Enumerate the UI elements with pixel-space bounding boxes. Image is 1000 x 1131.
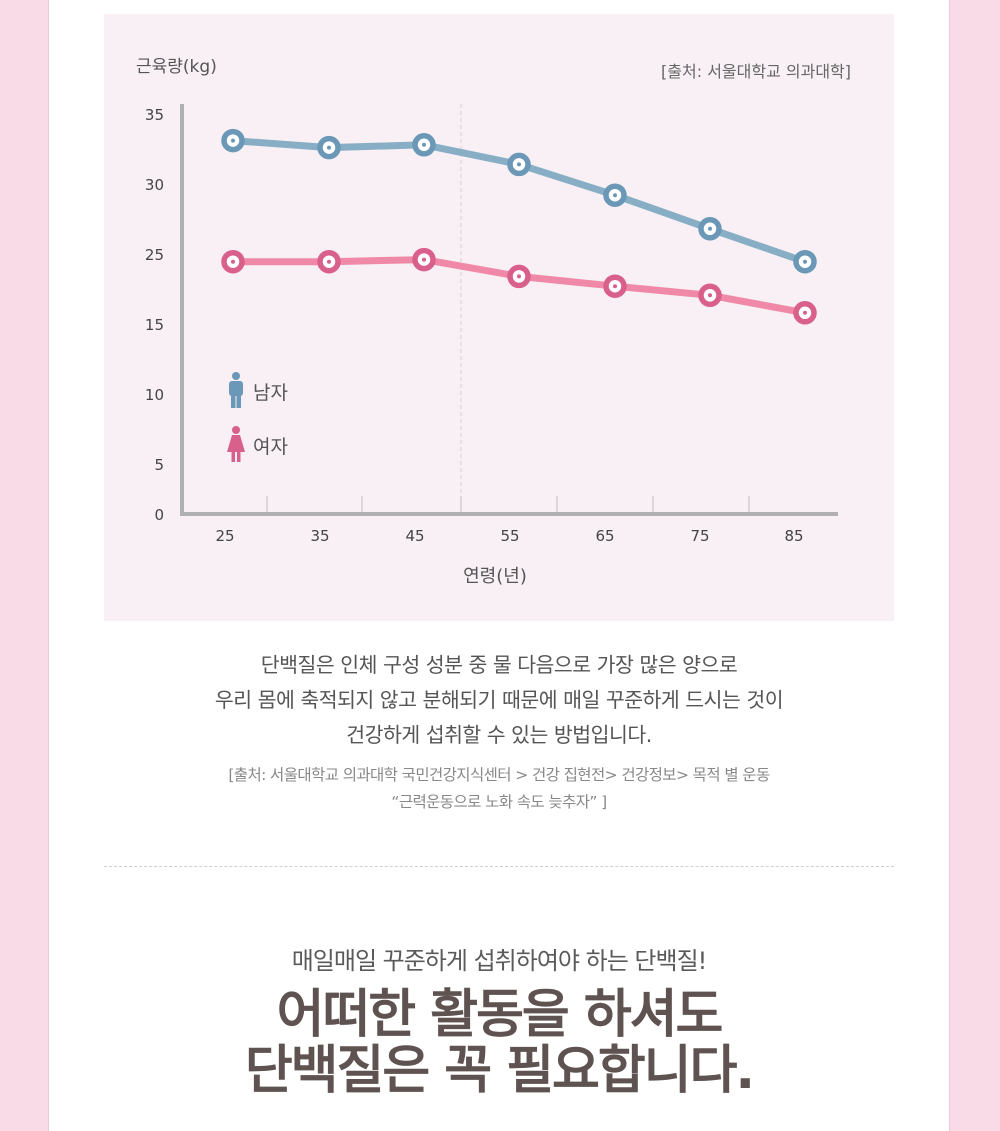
headline: 어떠한 활동을 하셔도 단백질은 꼭 필요합니다. xyxy=(104,987,894,1099)
data-point-center xyxy=(613,284,617,289)
description-line: 건강하게 섭취할 수 있는 방법입니다. xyxy=(346,723,652,747)
chart-svg: 근육량(kg) [출처: 서울대학교 의과대학] 연령(년) 0 5 10 15 25 3… xyxy=(136,57,851,587)
data-point-center xyxy=(613,193,617,198)
x-tick-label: 55 xyxy=(500,527,519,545)
legend-label: 여자 xyxy=(253,436,288,458)
source-line: “근력운동으로 노화 속도 늦추자” ] xyxy=(391,793,607,811)
x-tick-label: 75 xyxy=(690,527,709,545)
data-point-center xyxy=(517,274,521,279)
y-tick-label: 30 xyxy=(145,176,164,194)
x-tick-label: 25 xyxy=(215,527,234,545)
x-tick-label: 85 xyxy=(784,527,803,545)
y-tick-label: 5 xyxy=(154,456,164,474)
series-markers xyxy=(221,128,817,325)
data-point-center xyxy=(708,226,712,231)
data-point-center xyxy=(708,293,712,298)
source-note: [출처: 서울대학교 의과대학] xyxy=(661,62,851,81)
data-point-center xyxy=(231,259,235,264)
axis-ticks: 0 5 10 15 25 30 35 25 35 45 55 65 75 85 xyxy=(145,106,804,545)
data-point-center xyxy=(327,259,331,264)
y-tick-label: 15 xyxy=(145,316,164,334)
y-tick-label: 25 xyxy=(145,246,164,264)
y-tick-label: 0 xyxy=(154,506,164,524)
x-tick-label: 35 xyxy=(310,527,329,545)
headline-line-1: 어떠한 활동을 하셔도 xyxy=(276,985,724,1045)
muscle-mass-chart: 근육량(kg) [출처: 서울대학교 의과대학] 연령(년) 0 5 10 15 25 3… xyxy=(104,14,894,621)
x-tick-label: 45 xyxy=(405,527,424,545)
y-tick-label: 10 xyxy=(145,386,164,404)
y-axis-label: 근육량(kg) xyxy=(136,57,217,77)
legend-label: 남자 xyxy=(253,382,288,404)
data-point-center xyxy=(231,138,235,143)
x-axis-label: 연령(년) xyxy=(463,566,527,587)
x-tick-label: 65 xyxy=(595,527,614,545)
section-subtitle: 매일매일 꾸준하게 섭취하여야 하는 단백질! xyxy=(291,947,708,975)
female-icon xyxy=(227,426,245,462)
data-point-center xyxy=(803,310,807,315)
description-line: 단백질은 인체 구성 성분 중 물 다음으로 가장 많은 양으로 xyxy=(260,653,738,677)
description-line: 우리 몸에 축적되지 않고 분해되기 때문에 매일 꾸준하게 드시는 것이 xyxy=(214,688,784,712)
data-point-center xyxy=(327,145,331,150)
male-icon xyxy=(229,372,243,408)
source-line: [출처: 서울대학교 의과대학 국민건강지식센터 > 건강 집현전> 건강정보>… xyxy=(228,766,770,784)
y-tick-label: 35 xyxy=(145,106,164,124)
headline-line-2: 단백질은 꼭 필요합니다. xyxy=(244,1041,755,1101)
data-point-center xyxy=(803,259,807,264)
data-point-center xyxy=(422,257,426,262)
description: 단백질은 인체 구성 성분 중 물 다음으로 가장 많은 양으로 우리 몸에 축… xyxy=(104,648,894,753)
source-citation: [출처: 서울대학교 의과대학 국민건강지식센터 > 건강 집현전> 건강정보>… xyxy=(104,762,894,816)
dashed-divider xyxy=(104,866,894,867)
data-point-center xyxy=(517,162,521,167)
data-point-center xyxy=(422,142,426,147)
